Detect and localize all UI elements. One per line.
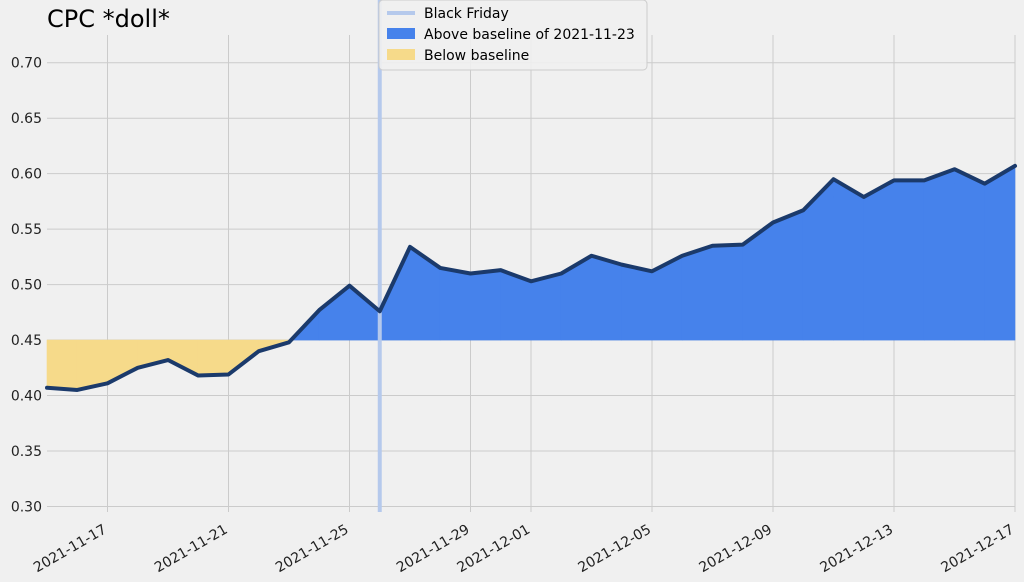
series-line-layer (45, 163, 1017, 392)
data-point (75, 388, 79, 392)
data-point (166, 358, 170, 362)
y-tick-label: 0.40 (11, 389, 42, 405)
x-tick-label: 2021-12-09 (697, 522, 775, 577)
legend-swatch-patch (387, 28, 415, 39)
data-point (650, 269, 654, 273)
data-point (559, 271, 563, 276)
data-point (317, 308, 321, 312)
data-point (620, 263, 624, 267)
below-baseline-area (167, 339, 199, 377)
data-point (952, 167, 957, 171)
above-baseline-area (954, 168, 986, 341)
y-axis-ticks: 0.30 0.35 0.40 0.45 0.50 0.55 0.60 0.65 0.70 (11, 56, 42, 516)
legend-swatch-patch (387, 49, 415, 60)
data-point (892, 178, 896, 182)
data-point (680, 254, 684, 258)
above-baseline-area (893, 180, 925, 341)
x-tick-label: 2021-12-13 (818, 522, 896, 577)
below-baseline-area (197, 339, 229, 376)
data-point (710, 244, 715, 248)
data-point (45, 386, 49, 390)
y-tick-label: 0.30 (11, 499, 42, 515)
x-tick-label: 2021-12-17 (939, 522, 1017, 577)
data-point (922, 178, 926, 182)
chart-title: CPC *doll* (47, 5, 170, 33)
data-point (831, 177, 836, 181)
data-point (983, 182, 987, 186)
y-tick-label: 0.65 (11, 111, 42, 127)
x-axis-ticks: 2021-11-17 2021-11-21 2021-11-25 2021-11-29… (31, 522, 1017, 577)
above-baseline-area (591, 255, 623, 341)
above-baseline-area (923, 168, 955, 341)
data-point (226, 372, 231, 377)
data-point (196, 373, 200, 378)
above-baseline-area (530, 273, 562, 341)
x-tick-label: 2021-11-21 (152, 522, 230, 577)
x-tick-label: 2021-11-17 (31, 522, 109, 577)
y-tick-label: 0.70 (11, 56, 42, 72)
data-point (105, 381, 110, 385)
data-point (136, 366, 140, 370)
area-fills (46, 165, 1016, 391)
legend-label: Below baseline (424, 48, 529, 64)
above-baseline-area (681, 245, 713, 341)
data-point (741, 243, 745, 247)
data-point (862, 195, 866, 199)
above-baseline-area (984, 165, 1016, 341)
legend-label: Above baseline of 2021-11-23 (424, 27, 635, 43)
data-point (438, 266, 442, 270)
data-point (499, 268, 503, 272)
above-baseline-area (349, 285, 381, 341)
x-tick-label: 2021-11-25 (273, 522, 351, 577)
data-point (287, 340, 291, 344)
data-point (589, 254, 594, 258)
data-point (771, 220, 775, 225)
legend-box (378, 0, 648, 71)
data-point (347, 284, 352, 288)
y-tick-label: 0.60 (11, 167, 42, 183)
above-baseline-area (833, 178, 865, 341)
above-baseline-area (712, 244, 744, 341)
above-baseline-area (470, 269, 502, 341)
data-point (1013, 164, 1017, 168)
legend: Black Friday Above baseline of 2021-11-23… (378, 0, 648, 71)
above-baseline-area (560, 255, 592, 341)
data-point (529, 279, 533, 283)
y-tick-label: 0.55 (11, 222, 42, 238)
data-point (408, 245, 412, 249)
above-baseline-area (621, 264, 653, 341)
x-tick-label: 2021-12-05 (576, 522, 654, 577)
data-point (801, 208, 805, 212)
data-point (468, 271, 473, 276)
legend-label: Black Friday (424, 6, 509, 22)
y-tick-label: 0.50 (11, 278, 42, 294)
y-tick-label: 0.45 (11, 333, 42, 349)
above-baseline-area (318, 285, 350, 341)
data-point (257, 349, 261, 353)
above-baseline-area (772, 209, 804, 341)
above-baseline-area (409, 246, 441, 341)
above-baseline-area (863, 179, 895, 341)
above-baseline-area (439, 267, 471, 341)
below-baseline-area (46, 339, 78, 391)
data-point (378, 309, 382, 313)
y-tick-label: 0.35 (11, 444, 42, 460)
